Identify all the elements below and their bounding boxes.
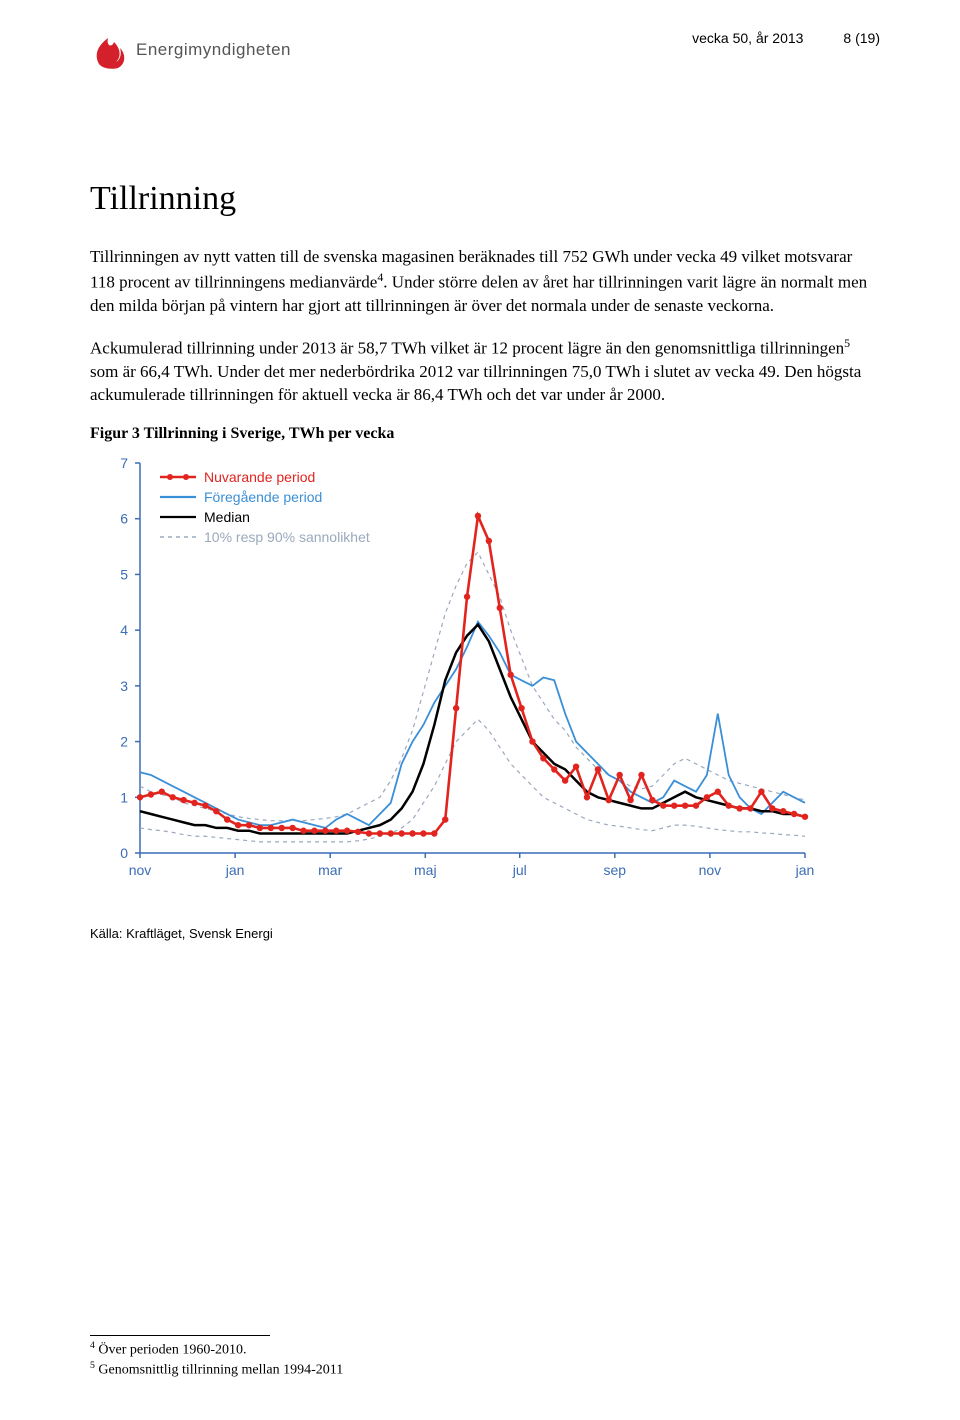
chart-svg: 0 1 2 3 4 5 6 7 nov jan mar maj jul sep nov jan Nuvarand… [90,453,820,893]
page-header: Energimyndigheten vecka 50, år 2013 8 (1… [90,30,880,70]
svg-text:10% resp 90% sannolikhet: 10% resp 90% sannolikhet [204,529,370,545]
brand-logo: Energimyndigheten [90,30,291,70]
page-title: Tillrinning [90,180,880,218]
svg-text:6: 6 [120,511,128,527]
f5-text: Genomsnittlig tillrinning mellan 1994-20… [95,1363,343,1378]
footnote-rule [90,1335,270,1336]
flame-icon [90,30,130,70]
f4-text: Över perioden 1960-2010. [95,1343,247,1358]
footnote-4: 4 Över perioden 1960-2010. [90,1340,343,1360]
svg-text:0: 0 [120,845,128,861]
paragraph-2: Ackumulerad tillrinning under 2013 är 58… [90,335,880,406]
svg-text:7: 7 [120,455,128,471]
brand-name: Energimyndigheten [136,40,291,60]
svg-text:mar: mar [318,862,342,878]
svg-text:Föregående period: Föregående period [204,489,322,505]
svg-text:Nuvarande period: Nuvarande period [204,469,315,485]
p2-text: Ackumulerad tillrinning under 2013 är 58… [90,339,844,358]
svg-text:jan: jan [795,862,815,878]
footnote-5: 5 Genomsnittlig tillrinning mellan 1994-… [90,1360,343,1380]
figure-source: Källa: Kraftläget, Svensk Energi [90,926,880,941]
svg-text:jan: jan [225,862,245,878]
svg-text:nov: nov [699,862,722,878]
header-meta: vecka 50, år 2013 8 (19) [692,30,880,46]
figure-caption: Figur 3 Tillrinning i Sverige, TWh per v… [90,425,880,443]
svg-text:4: 4 [120,622,128,638]
svg-text:1: 1 [120,789,128,805]
svg-text:jul: jul [512,862,527,878]
svg-text:sep: sep [604,862,627,878]
svg-text:nov: nov [129,862,152,878]
svg-text:2: 2 [120,734,128,750]
svg-text:5: 5 [120,566,128,582]
p2-sup: 5 [844,336,850,350]
inflow-chart: 0 1 2 3 4 5 6 7 nov jan mar maj jul sep nov jan Nuvarand… [90,453,820,898]
svg-text:Median: Median [204,509,250,525]
page-number: 8 (19) [843,30,880,46]
footnotes: 4 Över perioden 1960-2010. 5 Genomsnittl… [90,1335,343,1380]
p2-mid: som är 66,4 TWh. Under det mer nederbörd… [90,362,861,404]
svg-text:maj: maj [414,862,437,878]
week-label: vecka 50, år 2013 [692,30,803,46]
paragraph-1: Tillrinningen av nytt vatten till de sve… [90,246,880,317]
svg-text:3: 3 [120,678,128,694]
